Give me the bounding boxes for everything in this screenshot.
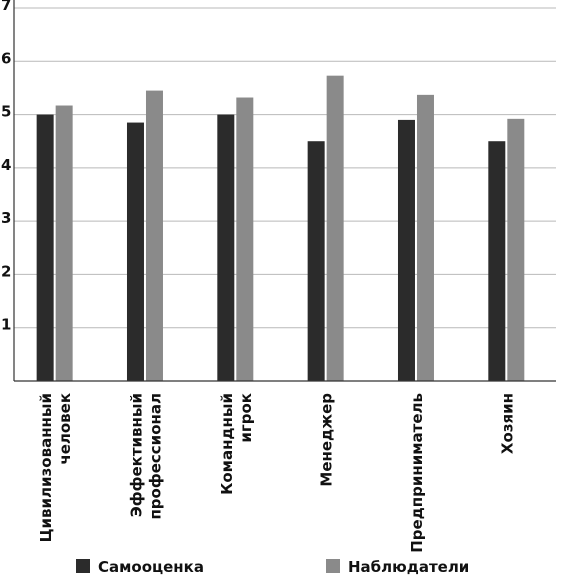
bar-observers-1: [145, 90, 163, 381]
bar-self-5: [488, 141, 506, 381]
legend-label: Самооценка: [98, 558, 204, 576]
x-tick-label: Предприниматель: [408, 393, 426, 553]
bar-self-2: [217, 114, 235, 382]
x-axis-categories: Цивилизованный человек Эффективный професси…: [37, 393, 516, 553]
x-tick-label: Менеджер: [318, 393, 336, 487]
x-tick-label: Цивилизованный: [37, 393, 55, 542]
bar-observers-3: [326, 75, 344, 382]
x-tick-label: игрок: [237, 393, 255, 443]
bar-self-0: [36, 114, 54, 382]
y-tick-label: 5: [1, 103, 11, 121]
bar-self-3: [307, 141, 325, 381]
legend: Самооценка Наблюдатели: [76, 558, 469, 576]
x-tick-label: Хозяин: [498, 393, 516, 454]
x-tick-label: Эффективный: [127, 393, 145, 517]
x-tick-label: профессионал: [146, 393, 164, 520]
y-tick-label: 4: [1, 156, 11, 174]
y-tick-label: 6: [1, 49, 11, 67]
y-tick-label: 2: [1, 262, 11, 280]
bar-self-1: [126, 122, 144, 382]
gridlines: [14, 7, 556, 329]
bar-observers-2: [236, 97, 254, 382]
bar-observers-5: [507, 118, 525, 381]
legend-swatch: [326, 559, 340, 573]
x-tick-label: Командный: [218, 393, 236, 495]
y-tick-label: 1: [1, 316, 11, 334]
legend-label: Наблюдатели: [348, 558, 469, 576]
legend-swatch: [76, 559, 90, 573]
y-tick-label: 3: [1, 209, 11, 227]
bar-self-4: [397, 119, 415, 382]
axes: [13, 0, 556, 382]
x-tick-label: человек: [56, 393, 74, 465]
bar-observers-4: [416, 94, 434, 381]
y-tick-label: 7: [1, 0, 11, 14]
y-axis-ticks: 1 2 3 4 5 6 7: [1, 0, 11, 334]
bar-observers-0: [55, 105, 73, 382]
bars: [36, 75, 525, 382]
